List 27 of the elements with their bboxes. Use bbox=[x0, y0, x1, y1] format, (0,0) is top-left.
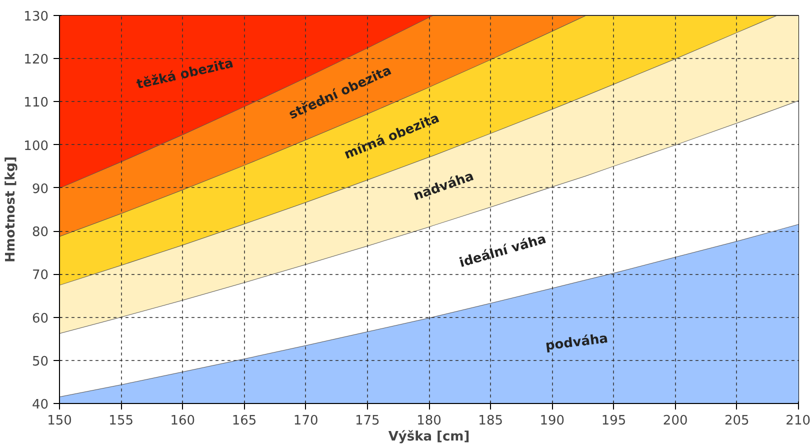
x-tick-label: 170 bbox=[293, 414, 318, 428]
x-tick-label: 175 bbox=[355, 414, 380, 428]
x-tick-label: 150 bbox=[47, 414, 72, 428]
x-tick-label: 155 bbox=[108, 414, 134, 428]
x-axis-title: Výška [cm] bbox=[388, 430, 470, 444]
x-tick-label: 180 bbox=[416, 414, 442, 428]
y-tick-label: 90 bbox=[32, 182, 49, 197]
y-tick-label: 110 bbox=[24, 96, 49, 111]
x-tick-label: 160 bbox=[170, 414, 196, 428]
y-tick-label: 130 bbox=[24, 10, 49, 24]
y-tick-label: 70 bbox=[32, 268, 49, 284]
x-tick-label: 205 bbox=[724, 414, 750, 428]
series-label: podváha bbox=[544, 331, 609, 354]
y-tick-label: 100 bbox=[24, 138, 49, 154]
y-tick-label: 80 bbox=[32, 225, 49, 240]
x-tick-label: 185 bbox=[478, 414, 504, 428]
x-tick-label: 195 bbox=[601, 414, 626, 428]
x-tick-label: 200 bbox=[662, 414, 688, 428]
x-tick-label: 210 bbox=[786, 414, 810, 428]
y-axis-title: Hmotnost [kg] bbox=[4, 156, 19, 263]
y-tick-label: 60 bbox=[32, 311, 49, 326]
series-label: těžká obezita bbox=[135, 56, 235, 93]
x-tick-label: 190 bbox=[540, 414, 565, 428]
y-tick-label: 120 bbox=[24, 52, 49, 68]
x-tick-label: 165 bbox=[232, 414, 257, 428]
y-tick-label: 40 bbox=[32, 398, 49, 412]
y-tick-label: 50 bbox=[32, 354, 49, 370]
